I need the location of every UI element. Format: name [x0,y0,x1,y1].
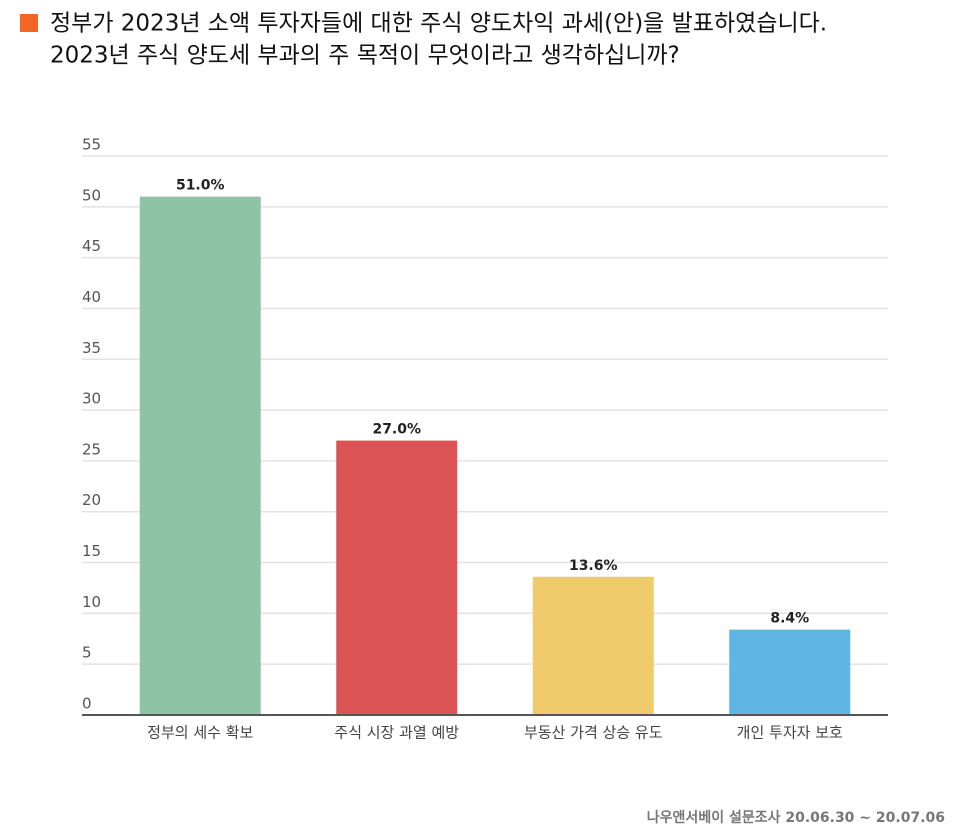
chart-title: 정부가 2023년 소액 투자자들에 대한 주식 양도차익 과세(안)을 발표하… [50,11,827,37]
y-tick-label: 0 [82,695,92,713]
x-tick-label: 부동산 가격 상승 유도 [524,724,663,742]
y-tick-label: 10 [82,593,101,611]
x-tick-label: 정부의 세수 확보 [147,724,253,742]
source: 나우앤서베이 설문조사 20.06.30 ~ 20.07.06 [647,809,945,826]
value-label: 51.0% [176,178,225,194]
y-tick-label: 35 [82,339,101,357]
bar [336,440,458,715]
y-tick-label: 55 [82,136,101,154]
bar [729,629,851,715]
bar [139,196,261,715]
chart-title: 2023년 주식 양도세 부과의 주 목적이 무엇이라고 생각하십니까? [50,43,680,69]
value-label: 13.6% [569,558,618,574]
y-tick-label: 20 [82,491,101,509]
y-tick-label: 15 [82,542,101,560]
x-tick-label: 주식 시장 과열 예방 [334,724,459,742]
value-label: 27.0% [372,422,421,438]
y-tick-label: 40 [82,288,101,306]
value-label: 8.4% [770,611,809,627]
bar [532,576,654,715]
y-tick-label: 45 [82,237,101,255]
y-tick-label: 5 [82,644,92,662]
y-tick-label: 30 [82,390,101,408]
title-marker [20,14,38,32]
y-tick-label: 50 [82,186,101,204]
y-tick-label: 25 [82,440,101,458]
x-tick-label: 개인 투자자 보호 [737,724,843,742]
